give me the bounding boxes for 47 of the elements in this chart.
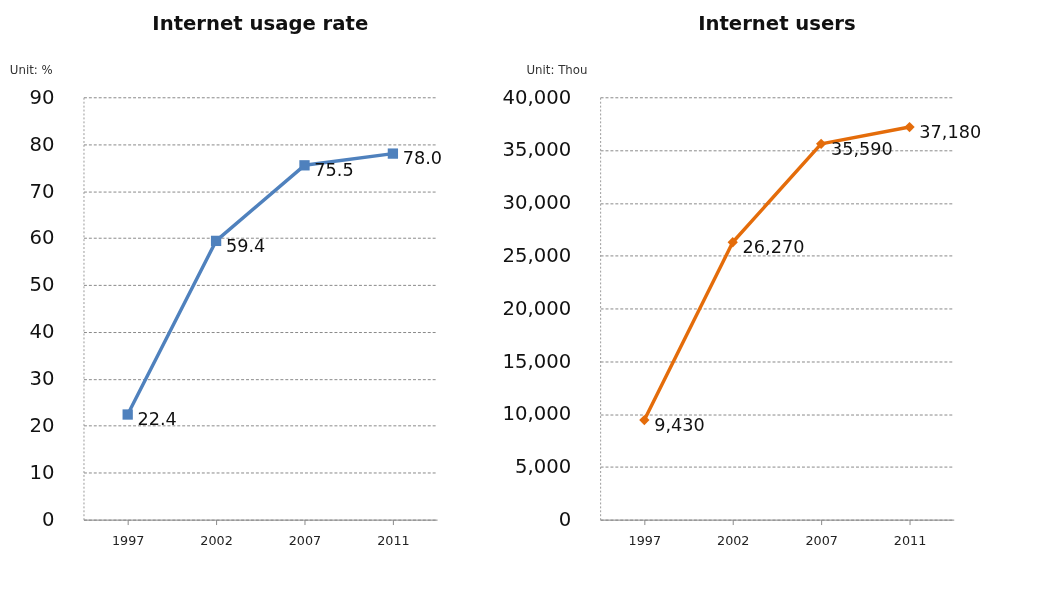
- y-tick-label: 70: [29, 179, 55, 203]
- x-tick-label: 2011: [377, 532, 410, 548]
- data-label: 35,590: [830, 138, 893, 159]
- x-tick-label: 2002: [200, 532, 233, 548]
- y-tick-label: 60: [29, 226, 55, 250]
- x-tick-label: 2002: [717, 532, 750, 548]
- x-tick-label: 2007: [805, 532, 838, 548]
- x-tick-label: 2007: [288, 532, 322, 548]
- y-tick-label: 30,000: [502, 191, 572, 215]
- chart-title: Internet users: [698, 12, 856, 36]
- chart-title: Internet usage rate: [152, 12, 369, 36]
- x-tick-label: 1997: [111, 532, 145, 548]
- y-tick-label: 0: [558, 508, 572, 532]
- point: [299, 160, 310, 171]
- data-label: 37,180: [919, 121, 982, 142]
- x-tick-label: 2011: [893, 532, 927, 548]
- y-tick-label: 10: [29, 461, 55, 485]
- data-label: 22.4: [137, 409, 177, 430]
- data-label: 9,430: [654, 414, 705, 435]
- y-tick-label: 90: [29, 85, 55, 109]
- text: Unit: Thou: [526, 62, 588, 77]
- y-tick-label: 50: [29, 273, 55, 297]
- point: [727, 237, 738, 248]
- y-tick-label: 40,000: [502, 85, 572, 109]
- point: [210, 235, 222, 247]
- x-tick-label: 1997: [628, 532, 662, 548]
- y-tick-label: 15,000: [502, 349, 572, 373]
- y-tick-label: 25,000: [502, 244, 572, 268]
- point: [815, 138, 827, 149]
- y-tick-label: 30: [29, 367, 55, 391]
- data-label: 78.0: [402, 148, 443, 169]
- data-label: 59.4: [225, 235, 266, 256]
- data-label: 75.5: [314, 160, 354, 181]
- point: [122, 409, 133, 420]
- text: Unit: %: [9, 62, 53, 77]
- y-tick-label: 0: [42, 508, 55, 532]
- y-tick-label: 40: [29, 320, 55, 344]
- point: [904, 121, 915, 133]
- y-tick-label: 35,000: [502, 138, 572, 162]
- y-tick-label: 80: [29, 132, 55, 156]
- point: [639, 414, 650, 426]
- point: [387, 148, 399, 159]
- data-label: 26,270: [742, 237, 805, 258]
- y-tick-label: 5,000: [514, 455, 572, 479]
- y-tick-label: 20: [29, 414, 55, 438]
- y-tick-label: 20,000: [502, 296, 572, 320]
- y-tick-label: 10,000: [502, 402, 572, 426]
